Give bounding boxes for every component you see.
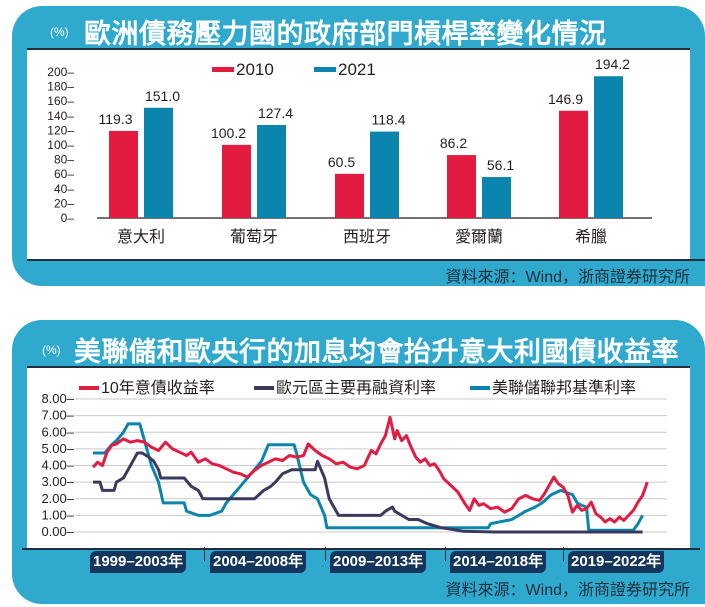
year-band-separator bbox=[445, 547, 446, 561]
year-band-separator bbox=[325, 547, 326, 561]
y-tick-label: 140– bbox=[47, 109, 74, 123]
panel1-source: 資料來源：Wind，浙商證券研究所 bbox=[445, 269, 690, 286]
legend-swatch-2021 bbox=[314, 67, 336, 72]
bar-2010-愛爾蘭 bbox=[447, 155, 476, 218]
y-tick-label: 1.00– bbox=[41, 507, 74, 522]
bar-value-label: 118.4 bbox=[372, 112, 406, 128]
panel2-bottom-rule bbox=[22, 548, 700, 550]
bar-2010-葡萄牙 bbox=[222, 144, 251, 218]
panel1-unit-label: (%) bbox=[50, 25, 69, 39]
bar-2010-意大利 bbox=[109, 130, 138, 218]
panel1-bottom-rule bbox=[27, 259, 705, 261]
legend-swatch bbox=[470, 386, 490, 390]
bar-2021-意大利 bbox=[144, 107, 173, 218]
panel1-title: 歐洲債務壓力國的政府部門槓桿率變化情況 bbox=[84, 19, 607, 49]
year-band-3: 2009–2013年 bbox=[330, 551, 427, 573]
y-tick-label: 7.00– bbox=[41, 408, 74, 423]
legend-swatch-2010 bbox=[212, 67, 234, 72]
year-band-separator bbox=[204, 547, 205, 561]
legend-label-2021: 2021 bbox=[338, 60, 376, 79]
legend-label: 歐元區主要再融資利率 bbox=[276, 379, 436, 397]
bar-value-label: 60.5 bbox=[328, 154, 355, 170]
bar-value-label: 119.3 bbox=[99, 111, 133, 127]
legend-swatch bbox=[79, 386, 99, 390]
y-tick-label: 6.00– bbox=[41, 424, 74, 439]
bar-2021-葡萄牙 bbox=[257, 124, 286, 218]
bar-value-label: 56.1 bbox=[487, 157, 514, 173]
panel2-source: 資料來源：Wind，浙商證券研究所 bbox=[445, 582, 690, 599]
bar-chart: 200–180–160–140–120–100–80–60–40–20–0– 20… bbox=[47, 56, 652, 246]
panel2-header: (%) 美聯儲和歐央行的加息均會抬升意大利國債收益率 bbox=[12, 320, 705, 367]
panel1-header: (%) 歐洲債務壓力國的政府部門槓桿率變化情況 bbox=[12, 6, 705, 49]
y-tick-label: 80– bbox=[54, 153, 74, 167]
panel-government-leverage: (%) 歐洲債務壓力國的政府部門槓桿率變化情況 200– 180– 160– 140–… bbox=[12, 6, 705, 286]
bar-2021-西班牙 bbox=[370, 131, 399, 218]
bar-2010-希臘 bbox=[559, 110, 588, 218]
legend-label: 10年意債收益率 bbox=[101, 378, 215, 397]
bar-value-label: 100.2 bbox=[211, 125, 246, 141]
y-tick-label: 2.00– bbox=[41, 491, 74, 506]
bar-2010-西班牙 bbox=[335, 173, 364, 218]
x-category-label: 西班牙 bbox=[343, 228, 391, 246]
y-tick-label: 8.00– bbox=[41, 391, 74, 406]
legend-label: 美聯儲聯邦基準利率 bbox=[492, 379, 636, 397]
x-category-label: 意大利 bbox=[117, 227, 165, 246]
y-tick-label: 0.00– bbox=[41, 524, 74, 539]
bar-value-label: 86.2 bbox=[440, 135, 467, 151]
y-tick-label: 160– bbox=[47, 94, 74, 108]
panel2-unit-label: (%) bbox=[42, 343, 61, 357]
y-tick-label: 200– bbox=[47, 65, 74, 79]
y-tick-label: 20– bbox=[54, 196, 74, 210]
x-category-label: 葡萄牙 bbox=[230, 228, 278, 246]
line-chart: 8.00– 7.00–6.00– 5.00– 4.00–3.00– 2.00–1.00–… bbox=[41, 378, 667, 539]
panel1-chart-area: 200– 180– 160– 140– 120– 100– 80– 60– 40– 20– 0– 20… bbox=[27, 48, 690, 260]
series-line-1 bbox=[93, 451, 643, 534]
panel-italy-yield: (%) 美聯儲和歐央行的加息均會抬升意大利國債收益率 8.00– 7.00– 6.0… bbox=[12, 320, 705, 604]
year-bands: 1999–2003年 2004–2008年 2009–2013年 2014–20… bbox=[12, 547, 705, 575]
panel2-chart-area: 8.00– 7.00– 6.00– 5.00– 4.00– 3.00– 2.00– 1.00–… bbox=[27, 366, 690, 550]
panel2-title: 美聯儲和歐央行的加息均會抬升意大利國債收益率 bbox=[74, 337, 679, 367]
bar-2021-希臘 bbox=[594, 76, 623, 218]
year-band-1: 1999–2003年 bbox=[90, 551, 187, 573]
year-band-2: 2004–2008年 bbox=[210, 551, 307, 573]
y-tick-label: 0– bbox=[61, 211, 75, 225]
y-tick-label: 180– bbox=[47, 80, 74, 94]
x-category-label: 愛爾蘭 bbox=[455, 228, 503, 246]
y-tick-label: 40– bbox=[54, 182, 74, 196]
bar-value-label: 127.4 bbox=[258, 105, 293, 121]
year-band-5: 2019–2022年 bbox=[568, 551, 665, 573]
year-band-4: 2014–2018年 bbox=[450, 551, 547, 573]
y-tick-label: 60– bbox=[54, 167, 74, 181]
legend-label-2010: 2010 bbox=[236, 60, 274, 79]
y-tick-label: 100– bbox=[47, 138, 74, 152]
series-line-0 bbox=[91, 415, 649, 524]
year-band-separator bbox=[563, 547, 564, 561]
bar-2021-愛爾蘭 bbox=[482, 177, 511, 218]
bar-value-label: 146.9 bbox=[548, 91, 583, 107]
y-tick-label: 120– bbox=[47, 123, 74, 137]
bar-value-label: 194.2 bbox=[595, 56, 630, 72]
x-category-label: 希臘 bbox=[575, 228, 607, 246]
bar-value-label: 151.0 bbox=[145, 88, 180, 104]
y-tick-label: 4.00– bbox=[41, 458, 74, 473]
y-tick-label: 5.00– bbox=[41, 441, 74, 456]
legend-swatch bbox=[254, 386, 274, 390]
y-tick-label: 3.00– bbox=[41, 474, 74, 489]
